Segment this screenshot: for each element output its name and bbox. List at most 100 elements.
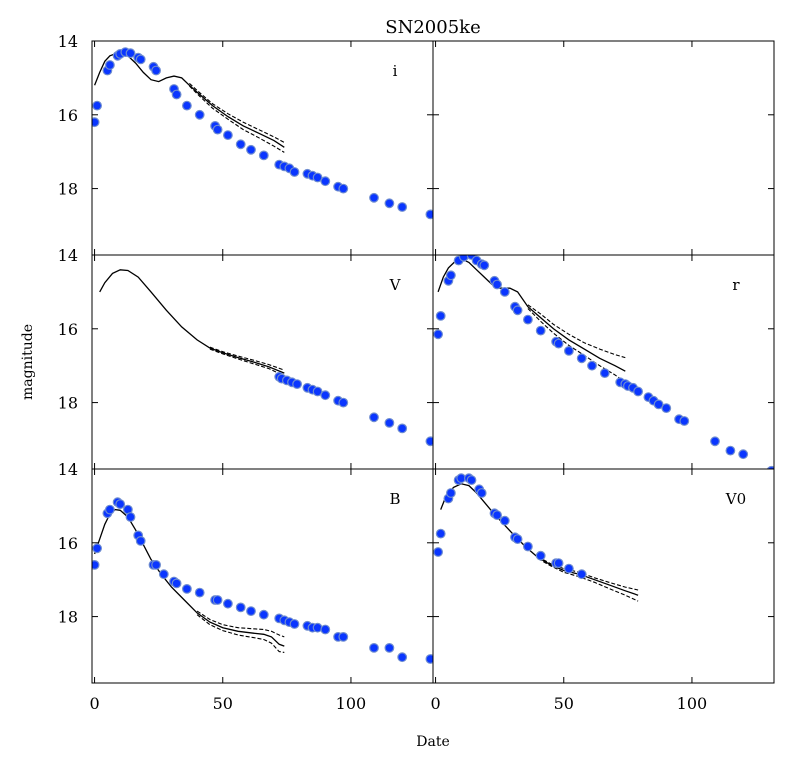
observation-point <box>246 606 256 616</box>
observation-point <box>222 130 233 141</box>
observation-point <box>425 436 433 447</box>
observation-point <box>446 270 456 281</box>
model-lower-bound <box>209 348 285 377</box>
panel-V0: V0 0 50 100 <box>430 468 775 713</box>
observation-point <box>492 279 503 290</box>
observation-point <box>397 423 408 434</box>
observation-point <box>535 325 546 336</box>
observation-point <box>320 176 331 187</box>
observation-point <box>312 386 323 397</box>
panel-B: B 14 16 18 0 50 100 <box>58 460 434 713</box>
panel-V: V 14 16 18 <box>58 246 434 470</box>
panel-frame <box>91 254 434 470</box>
observation-point <box>433 547 444 557</box>
observation-point <box>92 543 102 554</box>
observation-point <box>369 412 379 423</box>
observation-point <box>369 192 379 203</box>
observation-point <box>338 183 349 194</box>
x-tick-label: 0 <box>430 694 440 713</box>
model-upper-bound <box>527 304 626 359</box>
model-mean-curve <box>440 483 639 596</box>
observation-point <box>384 643 395 653</box>
observation-point <box>92 117 100 128</box>
model-upper-bound <box>189 82 285 143</box>
observation-point <box>587 360 597 371</box>
model-lower-bound <box>537 558 639 602</box>
y-tick-label: 16 <box>58 320 78 339</box>
observation-point <box>312 172 323 183</box>
observation-point <box>633 386 643 397</box>
x-tick-label: 100 <box>677 694 708 713</box>
observation-point <box>222 598 233 609</box>
observation-point <box>599 368 610 379</box>
observation-point <box>653 399 664 410</box>
observation-point <box>553 558 564 568</box>
observation-point <box>369 643 379 653</box>
band-label: B <box>389 490 400 508</box>
observation-point <box>320 624 331 635</box>
y-tick-label: 14 <box>58 246 78 265</box>
observation-point <box>425 654 433 664</box>
observation-points <box>433 255 774 469</box>
model-lower-bound <box>189 85 285 153</box>
observation-point <box>115 499 126 510</box>
observation-point <box>289 167 300 177</box>
observation-point <box>535 550 546 561</box>
observation-point <box>435 528 446 539</box>
observation-point <box>171 578 182 589</box>
model-mean-curve <box>93 53 285 148</box>
observation-point <box>235 139 246 150</box>
model-curves <box>93 53 285 153</box>
observation-point <box>512 305 523 316</box>
observation-point <box>479 260 490 271</box>
observation-points <box>92 497 433 664</box>
model-mean-curve <box>93 508 285 647</box>
observation-point <box>338 632 349 642</box>
panel-frame <box>91 468 434 684</box>
observation-point <box>476 488 487 498</box>
observation-point <box>397 202 408 212</box>
observation-point <box>212 124 223 135</box>
model-upper-bound <box>209 346 285 371</box>
observation-point <box>553 338 564 349</box>
observation-point <box>292 379 303 390</box>
band-label: V <box>389 276 402 294</box>
observation-point <box>212 595 223 605</box>
observation-point <box>258 150 269 161</box>
observation-point <box>710 436 720 447</box>
y-axis-label: magnitude <box>20 324 36 400</box>
panel-frame <box>432 468 775 684</box>
y-tick-label: 18 <box>58 180 78 199</box>
y-tick-label: 18 <box>58 608 78 627</box>
panel-frame <box>432 40 775 256</box>
figure-title: SN2005ke <box>385 17 480 38</box>
observation-point <box>661 403 672 414</box>
model-curves <box>93 508 285 653</box>
observation-point <box>523 541 533 552</box>
observation-point <box>435 311 446 321</box>
observation-point <box>171 89 182 100</box>
x-axis-label: Date <box>416 734 449 750</box>
observation-point <box>512 534 523 544</box>
model-mean-curve <box>437 257 626 372</box>
observation-point <box>564 346 574 356</box>
model-upper-bound <box>196 610 285 638</box>
y-tick-label: 16 <box>58 534 78 553</box>
observation-point <box>92 100 102 111</box>
observation-point <box>92 560 100 570</box>
observation-point <box>181 100 192 111</box>
observation-point <box>725 445 736 456</box>
observation-point <box>523 314 533 325</box>
y-tick-label: 16 <box>58 106 78 125</box>
observation-point <box>181 584 192 594</box>
observation-point <box>499 515 510 526</box>
observation-point <box>104 504 115 515</box>
observation-point <box>458 255 469 262</box>
observation-point <box>766 465 774 469</box>
x-tick-label: 0 <box>89 694 99 713</box>
observation-points <box>274 371 433 447</box>
observation-point <box>104 60 115 70</box>
observation-point <box>151 65 162 76</box>
observation-point <box>397 652 408 663</box>
observation-point <box>246 144 256 155</box>
